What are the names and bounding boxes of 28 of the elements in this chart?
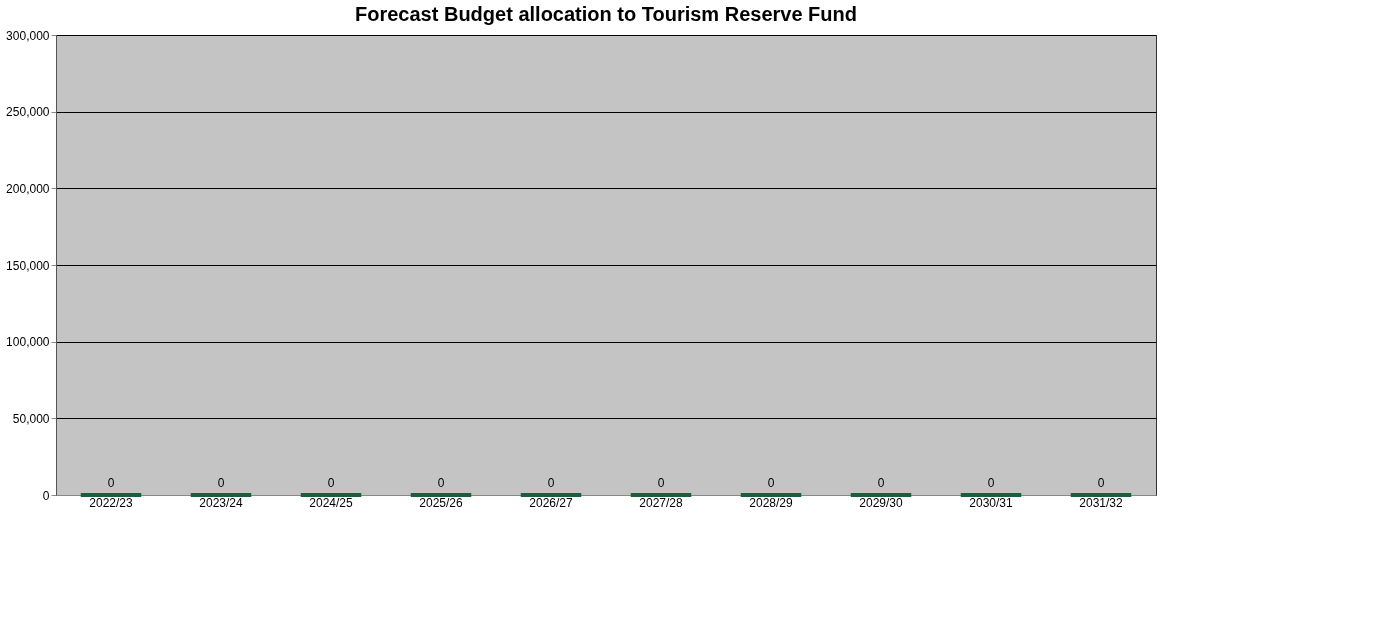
y-tick-label: 250,000: [6, 105, 50, 120]
x-tick-label: 2031/32: [1079, 495, 1124, 510]
x-tick-label: 2029/30: [859, 495, 904, 510]
data-label: 0: [987, 476, 995, 490]
x-tick-label: 2025/26: [419, 495, 464, 510]
x-tick-label: 2026/27: [529, 495, 574, 510]
y-tick-label: 200,000: [6, 181, 50, 196]
data-label: 0: [877, 476, 885, 490]
x-tick-label: 2030/31: [969, 495, 1014, 510]
chart-title: Forecast Budget allocation to Tourism Reserve Fund: [355, 3, 857, 25]
data-label: 0: [327, 476, 335, 490]
data-label: 0: [107, 476, 115, 490]
y-tick-label: 0: [42, 488, 50, 503]
x-tick-label: 2024/25: [309, 495, 354, 510]
y-tick-label: 50,000: [12, 411, 50, 426]
data-label: 0: [547, 476, 555, 490]
data-label: 0: [767, 476, 775, 490]
x-tick-label: 2027/28: [639, 495, 684, 510]
y-tick-label: 300,000: [6, 28, 50, 43]
x-tick-label: 2023/24: [199, 495, 244, 510]
x-tick-label: 2028/29: [749, 495, 794, 510]
data-label: 0: [1097, 476, 1105, 490]
x-tick-label: 2022/23: [89, 495, 134, 510]
y-tick-label: 150,000: [6, 258, 50, 273]
data-label: 0: [217, 476, 225, 490]
data-label: 0: [437, 476, 445, 490]
data-label: 0: [657, 476, 665, 490]
y-tick-label: 100,000: [6, 335, 50, 350]
